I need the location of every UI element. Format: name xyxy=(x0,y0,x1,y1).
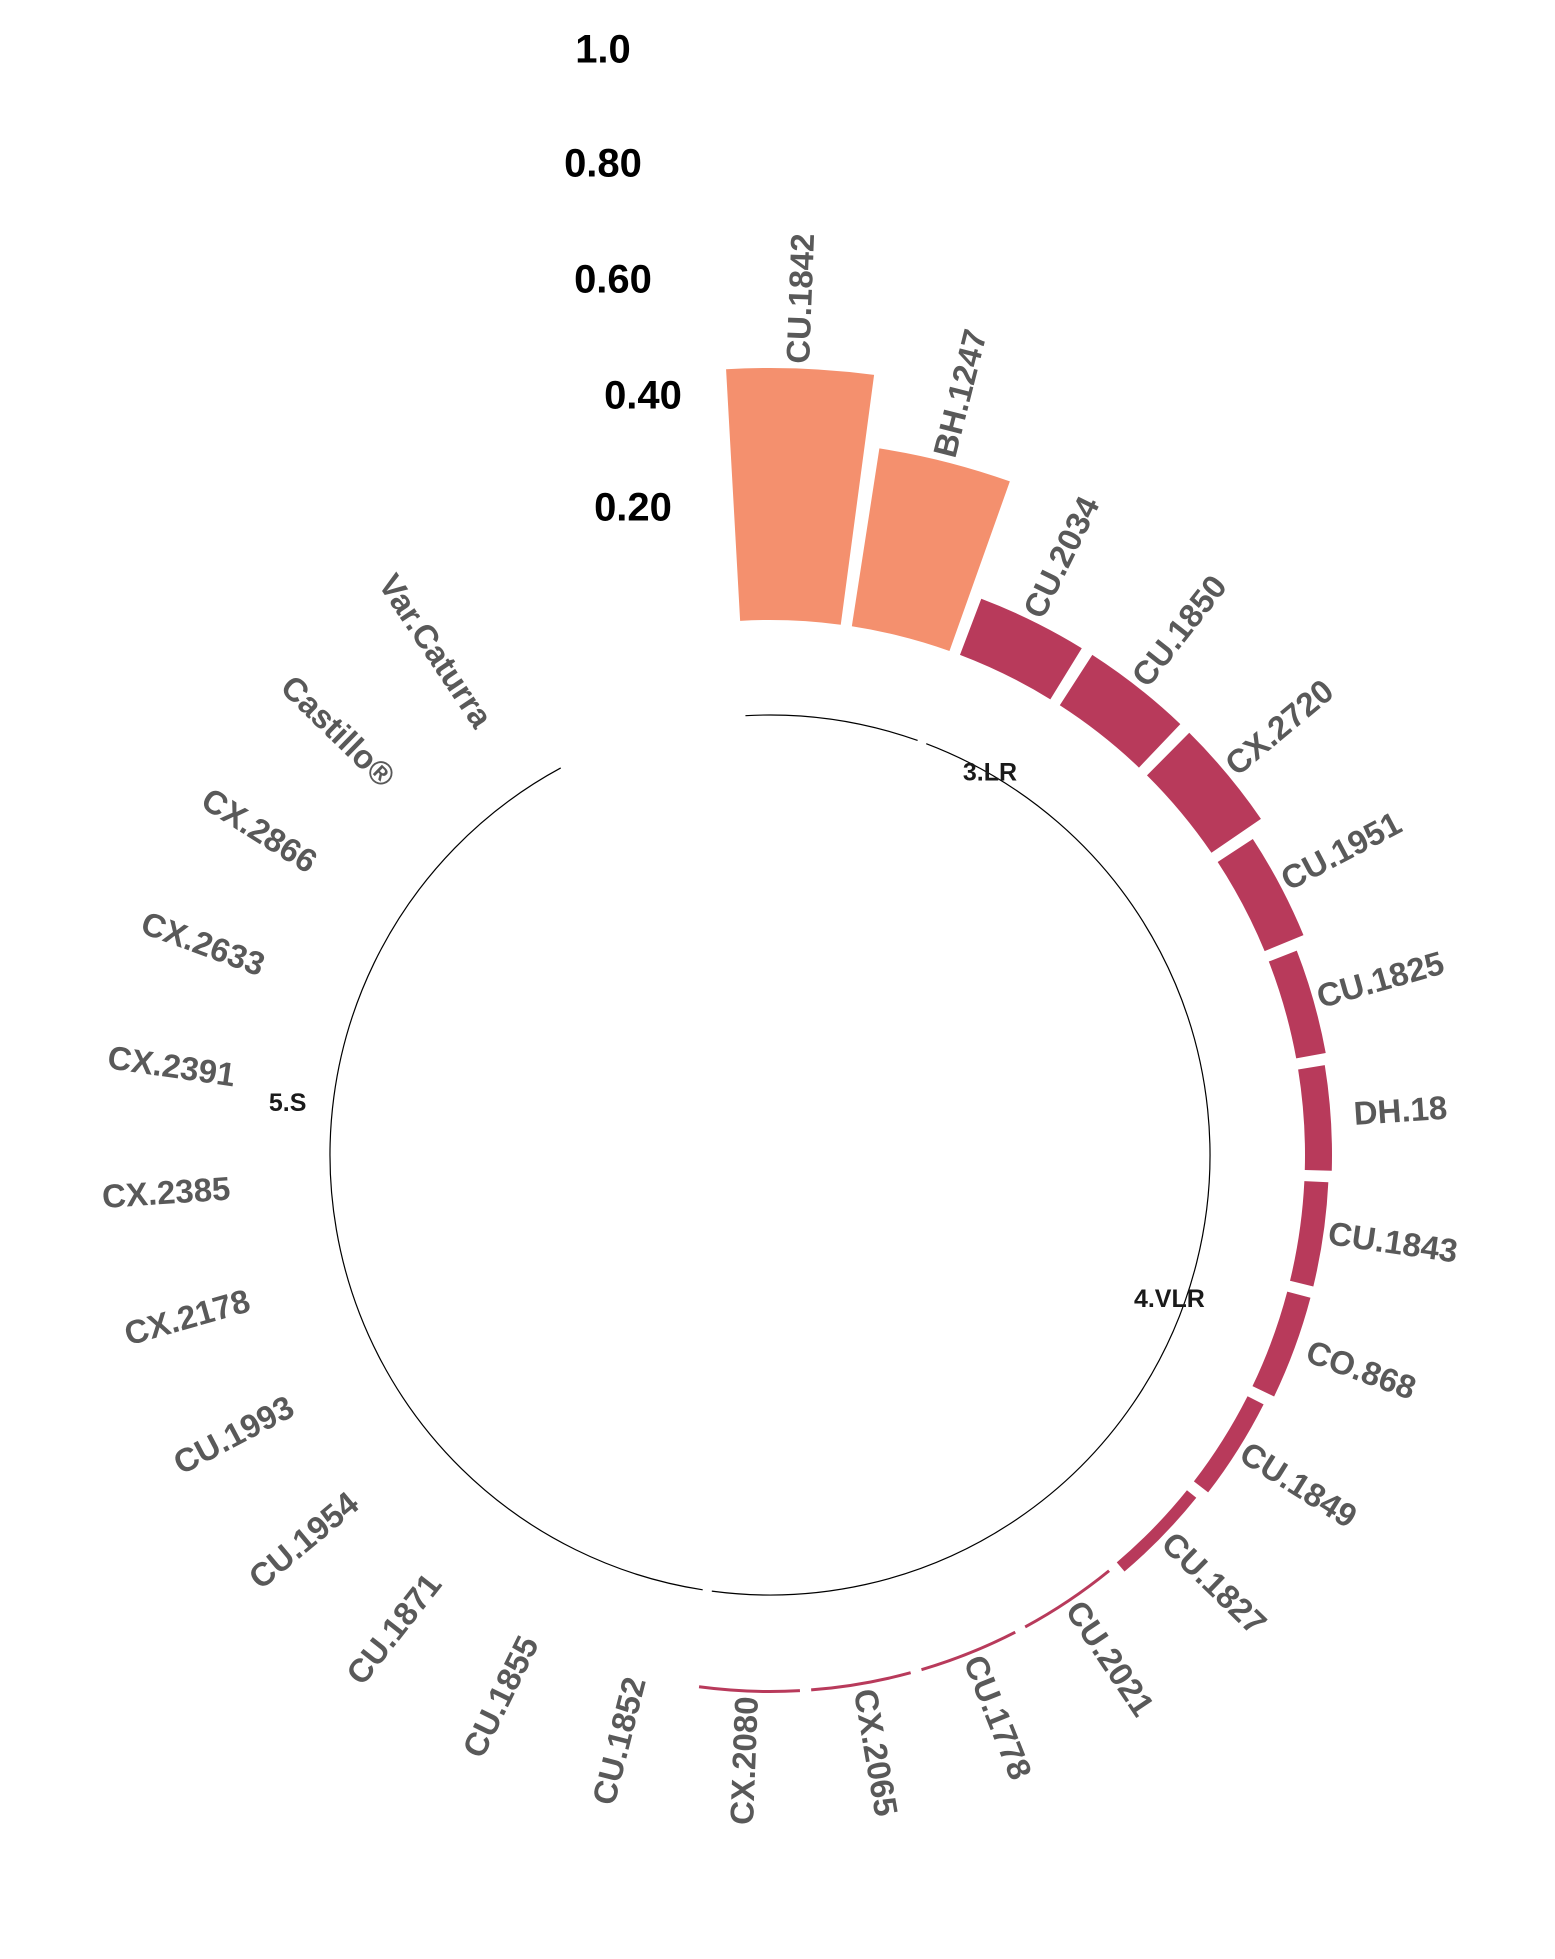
category-label-cu-1951: CU.1951 xyxy=(1275,804,1407,897)
group-arcs xyxy=(329,714,1211,1596)
group-arc-4-vlr xyxy=(711,743,1211,1596)
category-label-cu-1852: CU.1852 xyxy=(585,1673,653,1808)
category-label-cu-1778: CU.1778 xyxy=(957,1650,1040,1785)
axis-label-0-40: 0.40 xyxy=(604,374,682,418)
category-label-cu-1827: CU.1827 xyxy=(1155,1524,1274,1641)
category-label-cx-2385: CX.2385 xyxy=(101,1170,232,1215)
group-label-5-s: 5.S xyxy=(269,1089,307,1117)
bar-cu-2034 xyxy=(959,598,1082,700)
axis-label-0-20: 0.20 xyxy=(594,486,672,530)
category-label-cu-1855: CU.1855 xyxy=(455,1630,546,1763)
bars xyxy=(698,368,1332,1693)
radial-axis-labels: 0.20 0.40 0.60 0.80 1.0 xyxy=(564,28,682,530)
bar-cu-1842 xyxy=(726,368,875,625)
category-label-cu-2034: CU.2034 xyxy=(1016,490,1107,624)
axis-label-1-0: 1.0 xyxy=(575,28,631,72)
bar-cu-1843 xyxy=(1289,1181,1329,1287)
bar-cx-2080 xyxy=(698,1685,801,1693)
category-label-cu-1954: CU.1954 xyxy=(242,1484,366,1596)
axis-label-0-80: 0.80 xyxy=(564,142,642,186)
category-label-cx-2080: CX.2080 xyxy=(723,1696,765,1826)
bar-cu-1951 xyxy=(1217,839,1304,952)
bar-cu-1849 xyxy=(1193,1396,1264,1493)
axis-label-0-60: 0.60 xyxy=(574,258,652,302)
category-label-var-caturra: Var.Caturra xyxy=(371,567,500,734)
category-label-cx-2391: CX.2391 xyxy=(105,1038,237,1093)
category-label-cu-1850: CU.1850 xyxy=(1124,568,1234,693)
bar-cu-1827 xyxy=(1116,1490,1197,1572)
category-label-cx-2633: CX.2633 xyxy=(137,904,270,983)
bar-co-868 xyxy=(1252,1291,1311,1397)
bar-cu-1850 xyxy=(1059,654,1181,768)
bar-cx-2065 xyxy=(811,1671,912,1692)
category-label-cu-1843: CU.1843 xyxy=(1326,1214,1460,1269)
category-label-cu-1842: CU.1842 xyxy=(779,233,821,365)
group-arc-5-s xyxy=(329,767,703,1591)
category-label-cx-2065: CX.2065 xyxy=(847,1686,905,1819)
category-label-bh-1247: BH.1247 xyxy=(926,326,994,461)
group-labels: 3.LR 4.VLR 5.S xyxy=(269,759,1205,1313)
bar-cu-1778 xyxy=(921,1630,1016,1672)
category-label-co-868: CO.868 xyxy=(1302,1333,1422,1407)
bar-bh-1247 xyxy=(851,448,1010,651)
category-label-cx-2178: CX.2178 xyxy=(120,1282,254,1353)
category-label-dh-18: DH.18 xyxy=(1353,1089,1449,1132)
group-label-4-vlr: 4.VLR xyxy=(1134,1285,1205,1313)
bar-cx-2720 xyxy=(1146,732,1261,853)
category-label-castillo: Castillo® xyxy=(274,668,403,795)
category-label-cu-1849: CU.1849 xyxy=(1234,1434,1364,1535)
category-label-cx-2866: CX.2866 xyxy=(195,780,323,880)
group-arc-3-lr xyxy=(745,714,918,742)
bar-cu-1825 xyxy=(1268,950,1326,1059)
bar-dh-18 xyxy=(1298,1065,1332,1171)
category-label-cx-2720: CX.2720 xyxy=(1218,672,1340,783)
category-label-cu-1871: CU.1871 xyxy=(339,1566,449,1691)
category-label-cu-1993: CU.1993 xyxy=(167,1388,299,1481)
category-label-cu-2021: CU.2021 xyxy=(1059,1594,1162,1723)
category-label-cu-1825: CU.1825 xyxy=(1313,944,1448,1015)
bar-cu-2021 xyxy=(1024,1569,1111,1629)
group-label-3-lr: 3.LR xyxy=(963,759,1017,787)
